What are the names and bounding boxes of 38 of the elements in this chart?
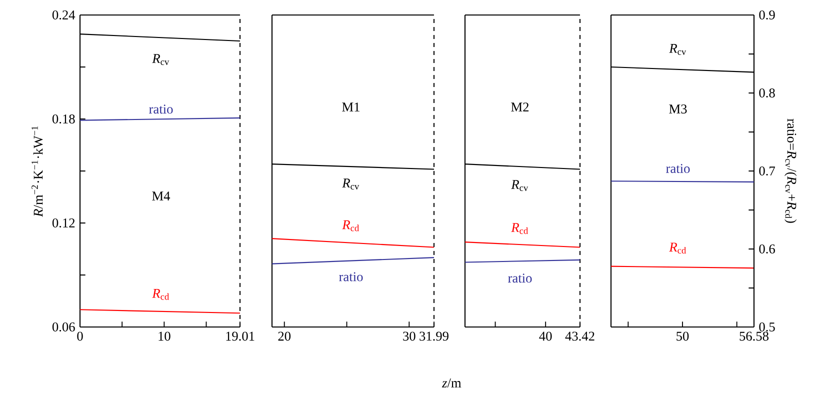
x-tick-label: 0 <box>77 332 83 341</box>
series-label: ratio <box>666 164 690 173</box>
series-label: R$_{cv}$ <box>152 54 170 65</box>
y2-tick-label: 0.9 <box>759 10 775 20</box>
y2-tick-label: 0.8 <box>759 88 775 98</box>
y2-tick-label: 0.7 <box>759 166 775 176</box>
series-label: R$_{cv}$ <box>669 44 686 55</box>
x-tick-label: 31.99 <box>420 332 448 341</box>
series-label: R$_{cd}$ <box>152 288 170 300</box>
text: M1 <box>342 102 360 112</box>
y2-tick-label: 0.5 <box>759 322 775 332</box>
x-tick-label: 10 <box>158 332 170 341</box>
y-tick-label: 0.24 <box>52 10 76 20</box>
series-label: ratio <box>149 104 173 114</box>
x-tick-label: 20 <box>278 332 291 341</box>
x-tick-label: 30 <box>403 332 416 341</box>
y-axis-title: R/m$^{−2}$·K$^{−1}$·kW$^{−1}$ <box>32 126 43 217</box>
series-label: R$_{cd}$ <box>511 223 528 234</box>
x-axis-title: z/m <box>442 378 462 388</box>
y-tick-label: 0.18 <box>52 114 75 124</box>
y-tick-label: 0.06 <box>52 322 75 332</box>
x-tick-label: 50 <box>676 332 689 341</box>
y2-tick-label: 0.6 <box>759 244 775 254</box>
text: M3 <box>669 104 687 114</box>
series-label: R$_{cv}$ <box>342 178 360 190</box>
text: M4 <box>152 192 170 200</box>
text: ratio=R$_{cv}$/(R$_{cv}$+R$_{cd}$) <box>784 118 797 223</box>
series-label: R$_{cd}$ <box>669 242 686 254</box>
y-tick-label: 0.12 <box>52 218 75 228</box>
series-label: R$_{cd}$ <box>342 220 360 232</box>
x-tick-label: 56.58 <box>740 332 768 341</box>
x-tick-label: 19.01 <box>226 332 254 341</box>
x-tick-label: 43.42 <box>565 332 594 341</box>
text: M2 <box>511 102 529 112</box>
series-label: ratio <box>508 274 532 283</box>
series-label: R$_{cv}$ <box>511 180 528 191</box>
series-label: ratio <box>339 272 363 282</box>
x-tick-label: 40 <box>539 332 552 341</box>
